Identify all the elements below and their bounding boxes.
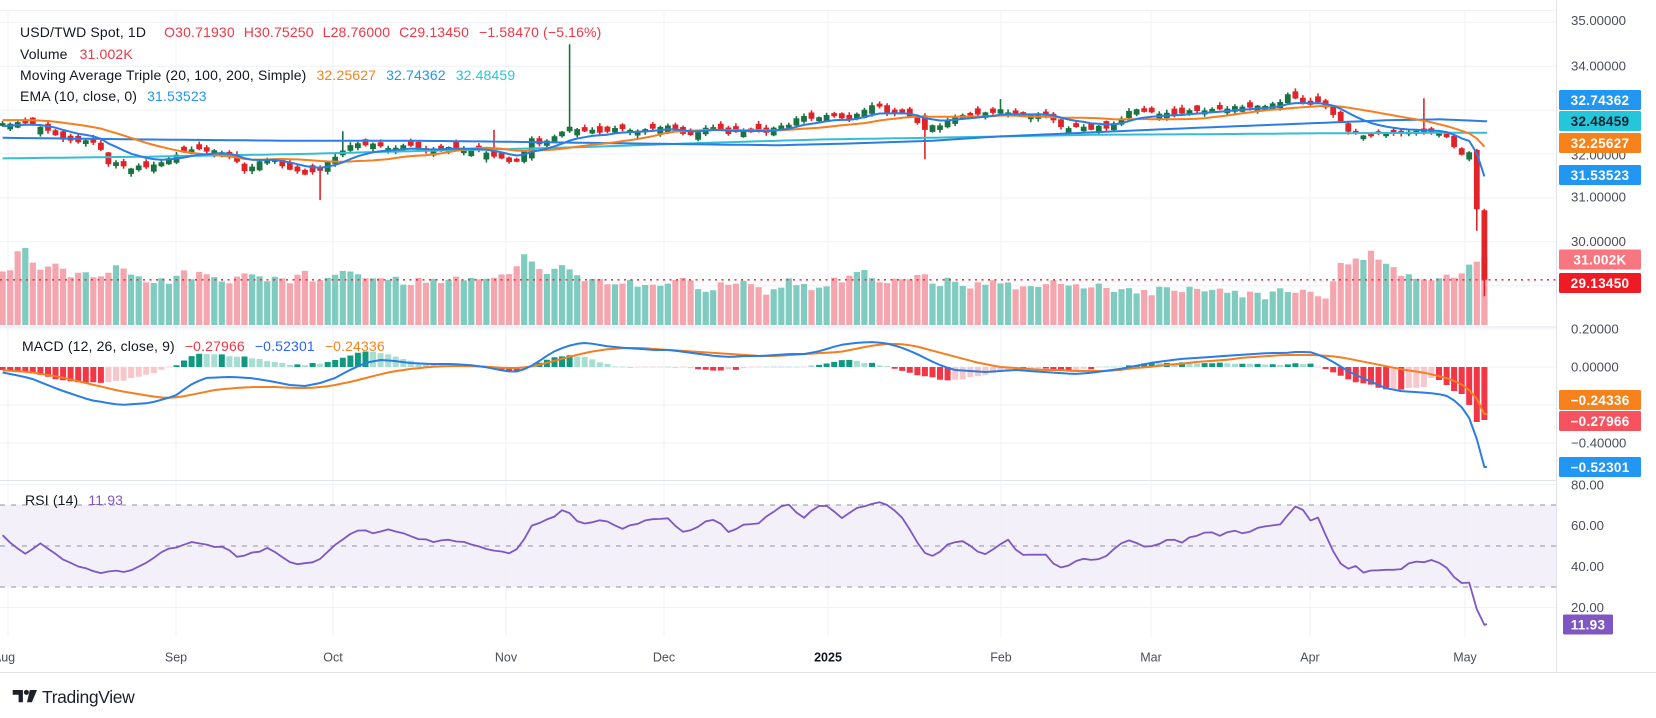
svg-text:29.13450: 29.13450 [1571, 276, 1630, 291]
svg-text:0.00000: 0.00000 [1571, 359, 1619, 374]
svg-text:Mar: Mar [1140, 651, 1162, 665]
svg-text:60.00: 60.00 [1571, 518, 1604, 533]
svg-text:80.00: 80.00 [1571, 477, 1604, 492]
svg-text:35.00000: 35.00000 [1571, 13, 1626, 28]
svg-text:31.002K: 31.002K [1573, 252, 1626, 267]
svg-text:Sep: Sep [165, 651, 187, 665]
svg-text:−0.24336: −0.24336 [1570, 393, 1629, 408]
svg-text:Aug: Aug [0, 651, 15, 665]
svg-text:Apr: Apr [1300, 651, 1319, 665]
svg-text:31.53523: 31.53523 [1571, 168, 1630, 183]
svg-text:−0.40000: −0.40000 [1571, 435, 1626, 450]
svg-text:32.25627: 32.25627 [1571, 136, 1630, 151]
svg-text:Oct: Oct [323, 651, 343, 665]
svg-text:11.93: 11.93 [1571, 617, 1606, 632]
svg-text:40.00: 40.00 [1571, 559, 1604, 574]
svg-text:34.00000: 34.00000 [1571, 58, 1626, 73]
svg-text:Nov: Nov [495, 651, 518, 665]
svg-text:20.00: 20.00 [1571, 600, 1604, 615]
svg-text:TradingView: TradingView [42, 687, 135, 707]
svg-text:32.48459: 32.48459 [1571, 114, 1630, 129]
svg-text:−0.52301: −0.52301 [1570, 460, 1629, 475]
svg-text:Feb: Feb [990, 651, 1012, 665]
svg-text:Dec: Dec [653, 651, 675, 665]
svg-text:0.20000: 0.20000 [1571, 321, 1619, 336]
svg-text:May: May [1453, 651, 1477, 665]
svg-text:−0.27966: −0.27966 [1570, 414, 1629, 429]
svg-text:2025: 2025 [814, 651, 842, 665]
svg-text:32.74362: 32.74362 [1571, 93, 1630, 108]
svg-text:31.00000: 31.00000 [1571, 189, 1626, 204]
svg-text:30.00000: 30.00000 [1571, 234, 1626, 249]
